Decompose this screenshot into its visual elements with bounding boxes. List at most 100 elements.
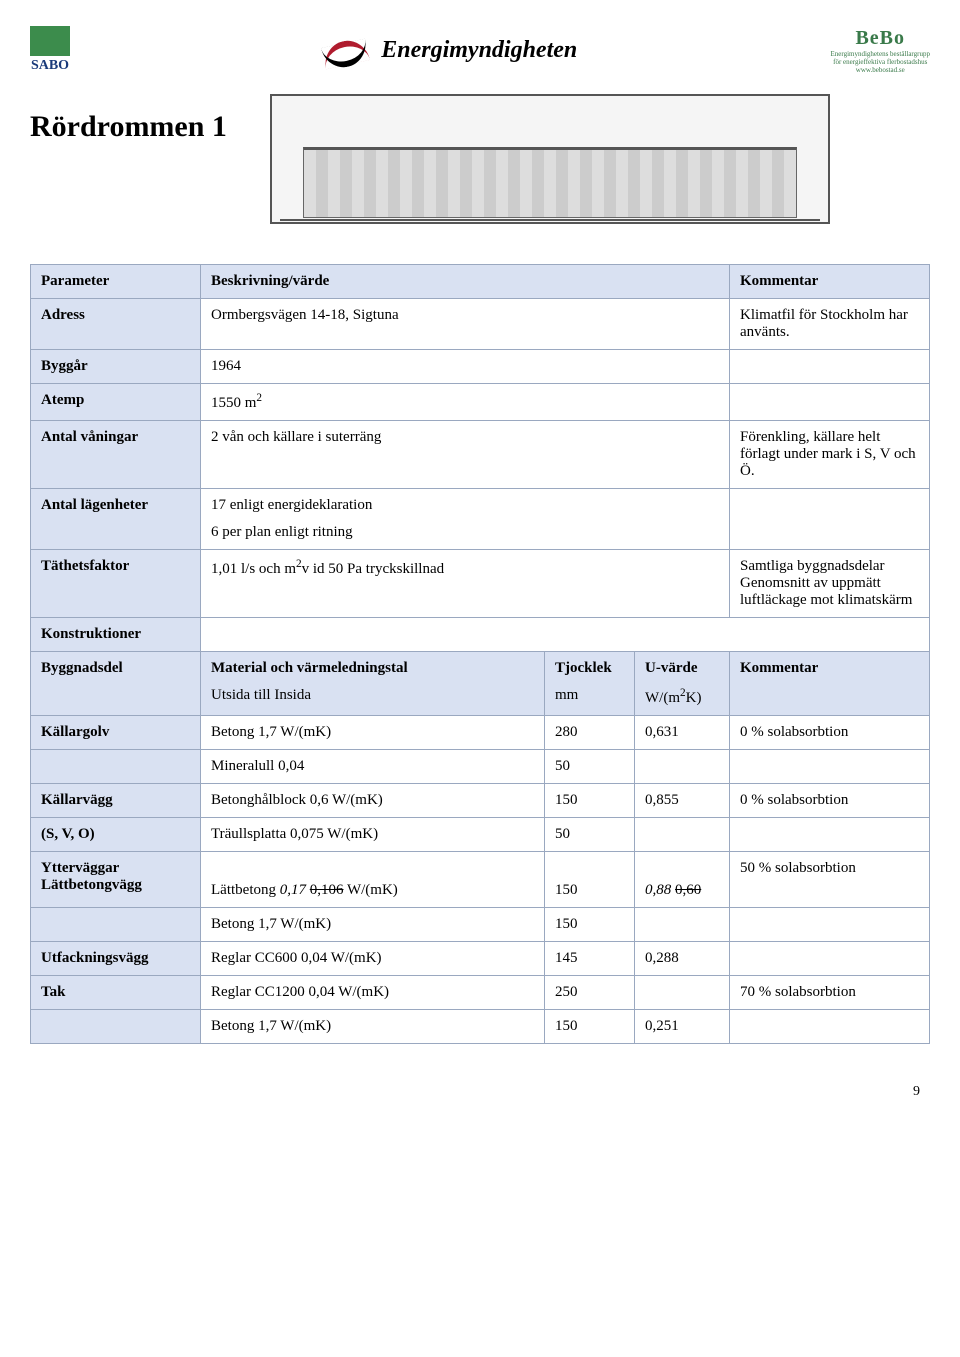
row-byggar: Byggår 1964 [31,350,930,384]
th-parameter: Parameter [31,265,201,299]
row-tak-2: Betong 1,7 W/(mK) 150 0,251 [31,1010,930,1044]
row-atemp: Atemp 1550 m2 [31,384,930,421]
konstruktioner-table: Byggnadsdel Material och värmeledningsta… [30,651,930,1044]
th-tjocklek: Tjocklek mm [545,652,635,716]
tj-kallargolv2: 50 [545,750,635,784]
logo-energimyndigheten: Energimyndigheten [323,33,577,68]
n-kallarvagg: Källarvägg [31,784,201,818]
row-kallargolv-2: Mineralull 0,04 50 [31,750,930,784]
tj-tak2: 150 [545,1010,635,1044]
c-tak: 70 % solabsorbtion [730,976,930,1010]
n-kallarvagg2: (S, V, O) [31,818,201,852]
tj-kallarvagg2: 50 [545,818,635,852]
sabo-icon [30,26,70,56]
header-logos: SABO Energimyndigheten BeBo Energimyndig… [30,20,930,80]
parameter-table: Parameter Beskrivning/värde Kommentar Ad… [30,264,930,652]
subhead-konstruktioner: Konstruktioner [31,618,201,652]
bebo-label: BeBo [831,27,930,50]
uv-tak2: 0,251 [635,1010,730,1044]
uv-kallargolv: 0,631 [635,716,730,750]
p-lgh: Antal lägenheter [31,489,201,550]
row-yttervaggar-2: Betong 1,7 W/(mK) 150 [31,908,930,942]
v-lgh-2: 6 per plan enligt ritning [211,524,719,541]
sabo-label: SABO [31,58,69,74]
row-vaningar: Antal våningar 2 vån och källare i suter… [31,421,930,489]
th-uvarde: U-värde W/(m2K) [635,652,730,716]
row-yttervaggar: Ytterväggar Lättbetongvägg Lättbetong 0,… [31,852,930,908]
m-ytter2: Betong 1,7 W/(mK) [201,908,545,942]
th-tj-1: Tjocklek [555,660,624,677]
m-kallargolv2: Mineralull 0,04 [201,750,545,784]
m-ytter: Lättbetong 0,17 0,106 W/(mK) [201,852,545,908]
th-comment2: Kommentar [730,652,930,716]
tj-kallarvagg: 150 [545,784,635,818]
row-adress: Adress Ormbergsvägen 14-18, Sigtuna Klim… [31,299,930,350]
n-kallargolv: Källargolv [31,716,201,750]
row-tak: Tak Reglar CC1200 0,04 W/(mK) 250 70 % s… [31,976,930,1010]
uv-kallarvagg: 0,855 [635,784,730,818]
m-kallargolv: Betong 1,7 W/(mK) [201,716,545,750]
c-adress: Klimatfil för Stockholm har använts. [730,299,930,350]
c-tat: Samtliga byggnadsdelar Genomsnitt av upp… [730,550,930,618]
c-ytter: 50 % solabsorbtion [730,852,930,908]
v-byggar: 1964 [201,350,730,384]
v-lgh-1: 17 enligt energideklaration [211,497,719,514]
page-number: 9 [30,1084,930,1100]
row-kallargolv: Källargolv Betong 1,7 W/(mK) 280 0,631 0… [31,716,930,750]
th-byggnadsdel: Byggnadsdel [31,652,201,716]
building-elevation-drawing [270,94,830,224]
c-kallargolv: 0 % solabsorbtion [730,716,930,750]
row-tathet: Täthetsfaktor 1,01 l/s och m2v id 50 Pa … [31,550,930,618]
p-atemp: Atemp [31,384,201,421]
row-konstruktioner-header: Konstruktioner [31,618,930,652]
m-tak: Reglar CC1200 0,04 W/(mK) [201,976,545,1010]
row-utfackning: Utfackningsvägg Reglar CC600 0,04 W/(mK)… [31,942,930,976]
p-van: Antal våningar [31,421,201,489]
bebo-sub2: för energieffektiva flerbostadshus [831,58,930,66]
uv-ytter: 0,88 0,60 [635,852,730,908]
tj-utfack: 145 [545,942,635,976]
row-kallarvagg-2: (S, V, O) Träullsplatta 0,075 W/(mK) 50 [31,818,930,852]
p-byggar: Byggår [31,350,201,384]
c-van: Förenkling, källare helt förlagt under m… [730,421,930,489]
energi-label: Energimyndigheten [381,37,577,64]
tj-ytter2: 150 [545,908,635,942]
p-tat: Täthetsfaktor [31,550,201,618]
logo-sabo: SABO [30,26,70,74]
tj-tak: 250 [545,976,635,1010]
energi-swoosh-icon [323,33,373,68]
konstr-header-row: Byggnadsdel Material och värmeledningsta… [31,652,930,716]
c-kallarvagg: 0 % solabsorbtion [730,784,930,818]
m-kallarvagg: Betonghålblock 0,6 W/(mK) [201,784,545,818]
n-tak: Tak [31,976,201,1010]
th-material-1: Material och värmeledningstal [211,660,534,677]
th-value: Beskrivning/värde [201,265,730,299]
n-utfack: Utfackningsvägg [31,942,201,976]
tj-kallargolv: 280 [545,716,635,750]
th-material-2: Utsida till Insida [211,687,534,704]
bebo-sub1: Energimyndighetens beställargrupp [831,50,930,58]
m-utfack: Reglar CC600 0,04 W/(mK) [201,942,545,976]
bebo-sub3: www.bebostad.se [831,66,930,74]
th-material: Material och värmeledningstal Utsida til… [201,652,545,716]
c-atemp [730,384,930,421]
uv-utfack: 0,288 [635,942,730,976]
tj-ytter: 150 [545,852,635,908]
m-tak2: Betong 1,7 W/(mK) [201,1010,545,1044]
row-lagenheter: Antal lägenheter 17 enligt energideklara… [31,489,930,550]
row-kallarvagg: Källarvägg Betonghålblock 0,6 W/(mK) 150… [31,784,930,818]
v-van: 2 vån och källare i suterräng [201,421,730,489]
th-tj-2: mm [555,687,624,704]
th-uv-1: U-värde [645,660,719,677]
v-adress: Ormbergsvägen 14-18, Sigtuna [201,299,730,350]
th-comment: Kommentar [730,265,930,299]
th-uv-2: W/(m2K) [645,687,719,707]
table-header-row: Parameter Beskrivning/värde Kommentar [31,265,930,299]
logo-bebo: BeBo Energimyndighetens beställargrupp f… [831,27,930,74]
c-byggar [730,350,930,384]
n-ytter: Ytterväggar Lättbetongvägg [31,852,201,908]
p-adress: Adress [31,299,201,350]
v-tat: 1,01 l/s och m2v id 50 Pa tryckskillnad [201,550,730,618]
c-lgh [730,489,930,550]
v-lgh: 17 enligt energideklaration 6 per plan e… [201,489,730,550]
